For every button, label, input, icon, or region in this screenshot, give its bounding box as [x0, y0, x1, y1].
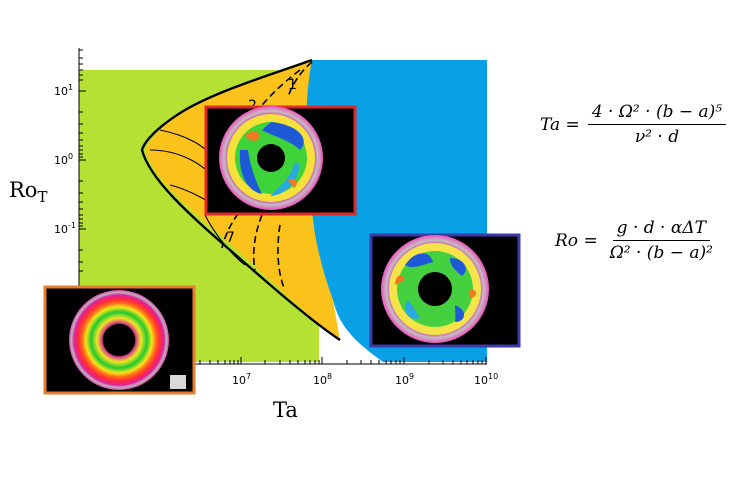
- thumb-irregular: [369, 233, 521, 348]
- thumb-regular-wave: [204, 105, 357, 216]
- thumb-axisymmetric: [43, 285, 196, 395]
- x-tick-label: 1010: [474, 372, 498, 387]
- ro-equation-lhs: Ro =: [555, 230, 598, 251]
- y-tick-label: 10-1: [54, 221, 76, 236]
- x-axis-title: Ta: [273, 398, 298, 422]
- ro-equation: Ro = g · d · αΔT Ω² · (b − a)²: [555, 218, 717, 263]
- ta-equation: Ta = 4 · Ω² · (b − a)⁵ ν² · d: [540, 102, 727, 147]
- ro-numerator: g · d · αΔT: [612, 218, 710, 241]
- wave-boundary-solid: [149, 129, 246, 266]
- x-tick-label: 108: [313, 372, 332, 387]
- ro-fraction: g · d · αΔT Ω² · (b − a)²: [606, 218, 717, 263]
- y-minor-ticks: [79, 49, 83, 272]
- x-tick-label: 107: [232, 372, 251, 387]
- ta-fraction: 4 · Ω² · (b − a)⁵ ν² · d: [587, 102, 727, 147]
- ro-denominator: Ω² · (b − a)²: [609, 243, 713, 263]
- wave-boundary-dashed: [221, 61, 313, 291]
- y-axis-title-sub: T: [37, 188, 48, 207]
- y-tick-label: 101: [54, 83, 73, 98]
- x-tick-label: 109: [395, 372, 414, 387]
- regime-boundary: [140, 58, 341, 341]
- region-label-7: 7: [226, 230, 235, 246]
- region-label-1: 1: [288, 77, 297, 93]
- ta-equation-lhs: Ta =: [540, 114, 580, 135]
- y-tick-label: 100: [54, 152, 73, 167]
- ta-numerator: 4 · Ω² · (b − a)⁵: [587, 102, 727, 125]
- y-axis-title: RoT: [9, 178, 47, 206]
- ta-denominator: ν² · d: [634, 127, 680, 147]
- x-minor-ticks: [199, 360, 483, 364]
- y-axis-title-main: Ro: [9, 178, 38, 202]
